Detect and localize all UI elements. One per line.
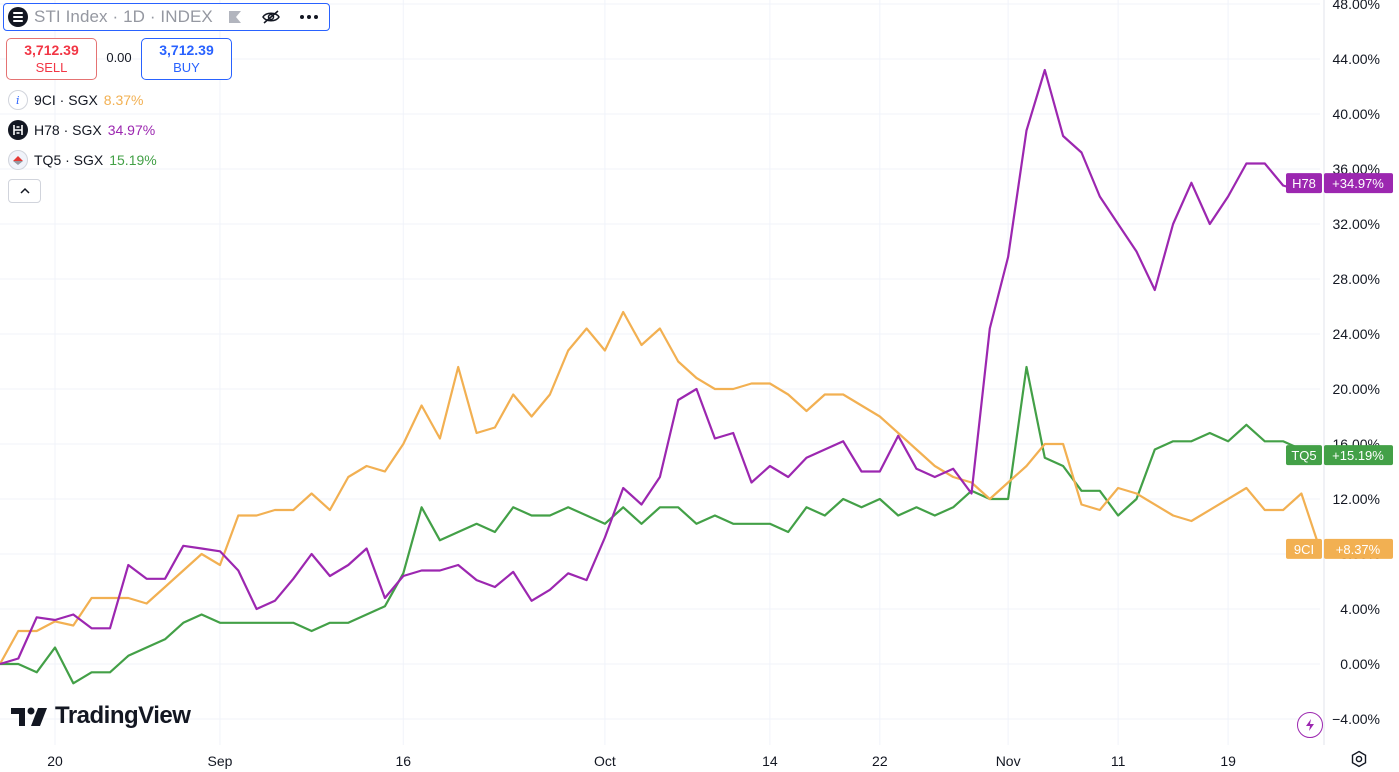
- chevron-up-icon: [19, 187, 31, 195]
- legend-symbol: 9CI · SGX: [34, 92, 98, 108]
- x-tick-label: Nov: [996, 753, 1021, 769]
- y-tick-label: 0.00%: [1340, 656, 1380, 672]
- collapse-legend-button[interactable]: [8, 179, 41, 203]
- series-name-text: H78: [1292, 176, 1316, 191]
- series-line-9ci: [0, 312, 1320, 664]
- series-value-text: +34.97%: [1332, 176, 1384, 191]
- x-tick-label: 11: [1111, 753, 1126, 769]
- x-tick-label: 19: [1220, 753, 1236, 769]
- tradingview-logo-icon: [11, 706, 49, 726]
- series-line-tq5: [0, 367, 1320, 683]
- logo-text: TradingView: [55, 702, 190, 730]
- y-tick-label: −4.00%: [1332, 711, 1380, 727]
- price-axis[interactable]: −4.00%0.00%4.00%8.00%12.00%16.00%20.00%2…: [1324, 0, 1380, 745]
- x-tick-label: Oct: [594, 753, 616, 769]
- y-tick-label: 4.00%: [1340, 601, 1380, 617]
- series-name-text: 9CI: [1294, 542, 1314, 557]
- y-tick-label: 28.00%: [1333, 271, 1380, 287]
- info-icon: i: [8, 90, 28, 110]
- symbol-title[interactable]: STI Index · 1D · INDEX: [34, 7, 213, 27]
- y-tick-label: 40.00%: [1333, 106, 1380, 122]
- more-icon[interactable]: [299, 14, 319, 20]
- last-value-label-h78: H78 +34.97%: [1286, 173, 1393, 193]
- legend-item-h78[interactable]: H78 · SGX 34.97%: [8, 119, 155, 141]
- y-tick-label: 48.00%: [1333, 0, 1380, 12]
- spread-value: 0.00: [100, 50, 138, 65]
- legend-symbol: H78 · SGX: [34, 122, 102, 138]
- flag-icon[interactable]: [227, 9, 243, 25]
- gear-icon[interactable]: [1350, 750, 1368, 768]
- bolt-icon[interactable]: [1297, 712, 1323, 738]
- legend-item-9ci[interactable]: i 9CI · SGX 8.37%: [8, 89, 144, 111]
- legend-value: 34.97%: [108, 122, 155, 138]
- buy-button[interactable]: 3,712.39 BUY: [141, 38, 232, 80]
- series-line-h78: [0, 70, 1320, 664]
- series-name-text: TQ5: [1291, 448, 1316, 463]
- legend-value: 15.19%: [109, 152, 156, 168]
- legend-item-tq5[interactable]: TQ5 · SGX 15.19%: [8, 149, 157, 171]
- series-value-text: +8.37%: [1336, 542, 1381, 557]
- x-tick-label: Sep: [207, 753, 232, 769]
- y-tick-label: 32.00%: [1333, 216, 1380, 232]
- x-tick-label: 14: [762, 753, 778, 769]
- series-value-text: +15.19%: [1332, 448, 1384, 463]
- last-value-label-9ci: 9CI +8.37%: [1286, 539, 1393, 559]
- menu-icon[interactable]: [8, 7, 28, 27]
- y-tick-label: 24.00%: [1333, 326, 1380, 342]
- eye-off-icon[interactable]: [261, 9, 281, 25]
- legend-value: 8.37%: [104, 92, 144, 108]
- sell-label: SELL: [36, 59, 68, 76]
- legend-symbol: TQ5 · SGX: [34, 152, 103, 168]
- sell-price: 3,712.39: [24, 42, 79, 59]
- series-lines: [0, 70, 1320, 683]
- hongkong-land-logo-icon: [8, 120, 28, 140]
- y-tick-label: 44.00%: [1333, 51, 1380, 67]
- sell-button[interactable]: 3,712.39 SELL: [6, 38, 97, 80]
- svg-text:i: i: [16, 94, 20, 106]
- symbol-header[interactable]: STI Index · 1D · INDEX: [3, 3, 330, 31]
- x-tick-label: 16: [395, 753, 411, 769]
- time-axis[interactable]: 20 Sep 16 Oct 14 22 Nov 11 19: [47, 753, 1236, 769]
- y-tick-label: 12.00%: [1333, 491, 1380, 507]
- tradingview-logo[interactable]: TradingView: [11, 702, 190, 730]
- x-tick-label: 22: [872, 753, 888, 769]
- buy-price: 3,712.39: [159, 42, 214, 59]
- last-value-label-tq5: TQ5 +15.19%: [1286, 445, 1393, 465]
- buy-label: BUY: [173, 59, 200, 76]
- grid: [0, 0, 1320, 745]
- y-tick-label: 20.00%: [1333, 381, 1380, 397]
- x-tick-label: 20: [47, 753, 63, 769]
- frasers-logo-icon: [8, 150, 28, 170]
